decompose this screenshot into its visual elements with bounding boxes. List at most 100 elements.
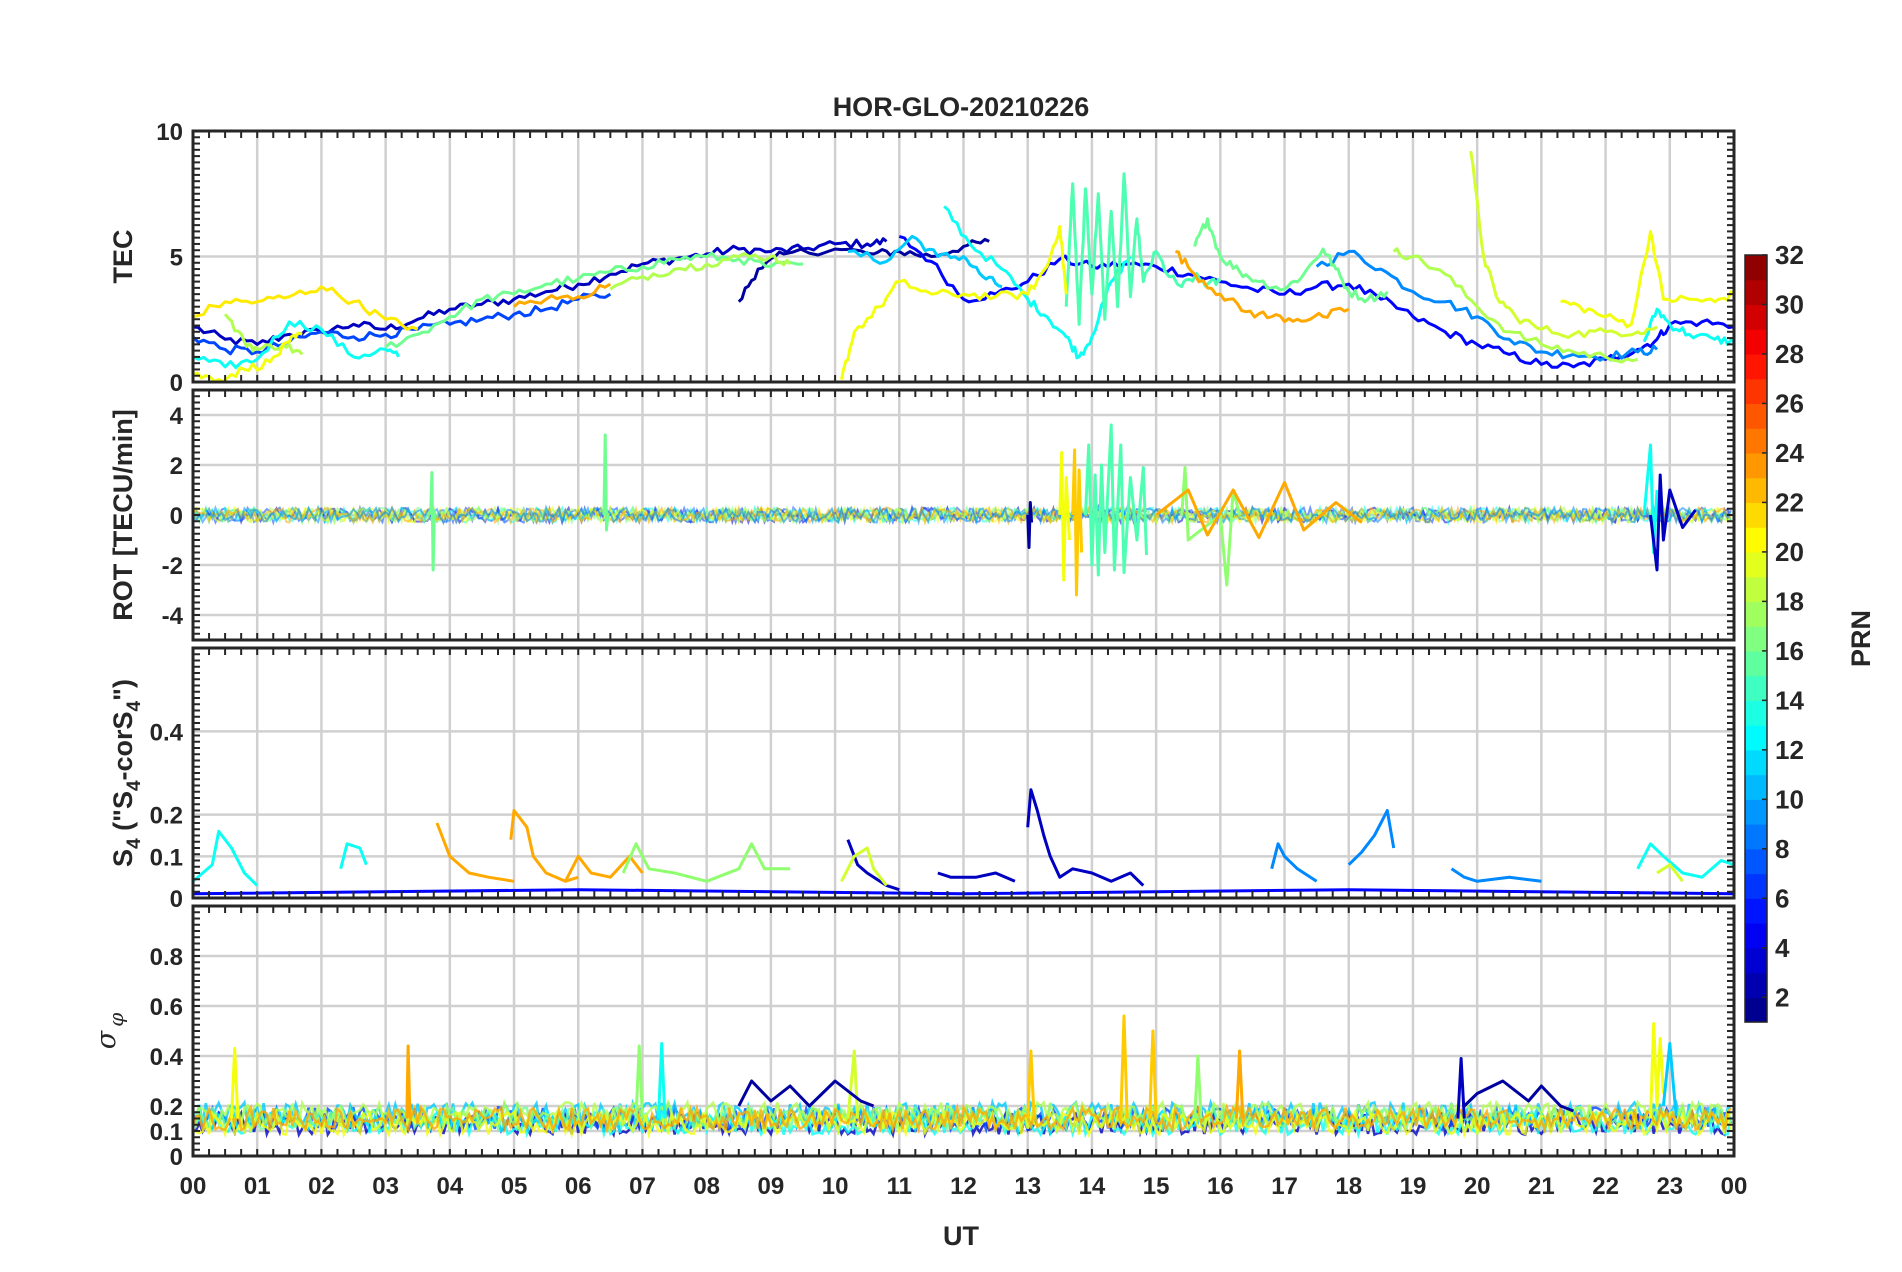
series-prn-18 bbox=[609, 251, 792, 291]
x-tick-label: 13 bbox=[1014, 1173, 1041, 1200]
series-prn-23 bbox=[564, 854, 644, 882]
y-tick-label: 0 bbox=[170, 886, 183, 913]
y-axis-label-rot: ROT [TECU/min] bbox=[108, 409, 138, 620]
colorbar-tick-label: 10 bbox=[1775, 784, 1804, 814]
y-tick-label: 0.2 bbox=[150, 803, 183, 830]
y-tick-label: -4 bbox=[162, 603, 184, 630]
x-axis-label: UT bbox=[943, 1221, 979, 1251]
x-axis: 00 01 02 03 04 05 06 07 08 09 10 11 12 13 14 15 16 17 18 19… bbox=[180, 1173, 1748, 1200]
colorbar-cell bbox=[1745, 824, 1767, 850]
colorbar-cell bbox=[1745, 749, 1767, 776]
y-tick-label: 0 bbox=[170, 370, 183, 397]
y-tick-label: 0.4 bbox=[150, 719, 184, 746]
series-prn-18 bbox=[1392, 247, 1639, 364]
series-prn-19 bbox=[1469, 150, 1658, 339]
series-prn-20 bbox=[840, 224, 1068, 380]
colorbar-cell bbox=[1745, 527, 1767, 553]
series-prn-13 bbox=[1636, 842, 1734, 879]
y-tick-label: 4 bbox=[170, 403, 184, 430]
colorbar-cell bbox=[1745, 304, 1767, 330]
series-prn-11 bbox=[1661, 1042, 1678, 1117]
colorbar-cell bbox=[1745, 403, 1767, 429]
series-prn-13 bbox=[943, 205, 1132, 360]
x-tick-label: 12 bbox=[950, 1173, 977, 1200]
series-prn-22 bbox=[1119, 1014, 1129, 1119]
x-tick-label: 07 bbox=[629, 1173, 656, 1200]
y-tick-label: 0.6 bbox=[150, 994, 183, 1021]
colorbar-cell bbox=[1745, 972, 1767, 998]
series-prn-23 bbox=[435, 822, 515, 883]
x-tick-label: 02 bbox=[308, 1173, 335, 1200]
y-tick-label: 0.1 bbox=[150, 1119, 183, 1146]
colorbar-tick-label: 16 bbox=[1775, 636, 1804, 666]
series-group bbox=[193, 1014, 1733, 1140]
colorbar-cell bbox=[1745, 873, 1767, 899]
series-prn-9 bbox=[1270, 842, 1318, 883]
x-tick-label: 18 bbox=[1335, 1173, 1362, 1200]
x-tick-label: 23 bbox=[1656, 1173, 1683, 1200]
panel-sigma_phi: 00.10.2 0.4 0.6 0.8 σφ bbox=[91, 904, 1736, 1171]
x-tick-label: 21 bbox=[1528, 1173, 1555, 1200]
x-tick-label: 11 bbox=[887, 1173, 912, 1200]
x-tick-label: 20 bbox=[1464, 1173, 1491, 1200]
panel-s4: 0 0.1 0.2 0.4S4 ("S4-corS4") bbox=[108, 646, 1736, 913]
series-prn-13 bbox=[1642, 443, 1659, 554]
series-group bbox=[193, 150, 1734, 382]
colorbar-tick-label: 22 bbox=[1775, 487, 1804, 517]
colorbar-cell bbox=[1745, 329, 1767, 355]
colorbar-tick-label: 24 bbox=[1775, 438, 1804, 468]
x-tick-label: 16 bbox=[1207, 1173, 1234, 1200]
series-prn-22 bbox=[1071, 448, 1084, 597]
colorbar-cell bbox=[1745, 477, 1767, 504]
colorbar-cell bbox=[1745, 650, 1767, 677]
sigma-noise-line bbox=[193, 1107, 1733, 1140]
series-prn-15 bbox=[1084, 423, 1148, 577]
colorbar-cell bbox=[1745, 898, 1767, 924]
y-tick-label: 10 bbox=[156, 119, 183, 146]
y-tick-label: 0.4 bbox=[150, 1044, 184, 1071]
series-prn-23 bbox=[509, 809, 579, 883]
x-tick-label: 08 bbox=[693, 1173, 720, 1200]
y-tick-label: 2 bbox=[170, 453, 183, 480]
colorbar-tick-label: 14 bbox=[1775, 685, 1804, 715]
x-tick-label: 19 bbox=[1400, 1173, 1427, 1200]
series-prn-9 bbox=[1450, 867, 1542, 883]
x-tick-label: 14 bbox=[1079, 1173, 1106, 1200]
series-prn-23 bbox=[513, 282, 612, 308]
x-tick-label: 00 bbox=[1721, 1173, 1748, 1200]
series-prn-13 bbox=[339, 842, 368, 870]
series-prn-2 bbox=[737, 237, 990, 303]
y-tick-label: 0.8 bbox=[150, 944, 183, 971]
colorbar-tick-label: 12 bbox=[1775, 735, 1804, 765]
series-prn-20 bbox=[1058, 451, 1071, 582]
series-prn-13 bbox=[657, 1042, 667, 1119]
series-prn-17 bbox=[634, 1044, 644, 1119]
series-prn-16 bbox=[1193, 217, 1389, 304]
colorbar-cell bbox=[1745, 700, 1767, 726]
series-prn-13 bbox=[1642, 307, 1734, 346]
series-prn-3 bbox=[1456, 1057, 1466, 1119]
series-prn-3 bbox=[1649, 473, 1697, 572]
series-prn-9 bbox=[1347, 809, 1396, 866]
x-tick-label: 09 bbox=[758, 1173, 785, 1200]
x-tick-label: 17 bbox=[1271, 1173, 1298, 1200]
colorbar-cell bbox=[1745, 502, 1767, 528]
colorbar-cell bbox=[1745, 997, 1767, 1023]
series-prn-3 bbox=[1026, 788, 1145, 887]
series-group bbox=[193, 423, 1732, 597]
colorbar-cell bbox=[1745, 799, 1767, 825]
y-axis-label-s4: S4 ("S4-corS4") bbox=[108, 679, 145, 867]
series-prn-3 bbox=[937, 871, 1016, 883]
y-axis-label-tec: TEC bbox=[108, 230, 138, 284]
colorbar-tick-label: 8 bbox=[1775, 834, 1789, 864]
y-tick-label: 0.1 bbox=[150, 844, 183, 871]
colorbar-tick-label: 2 bbox=[1775, 982, 1789, 1012]
colorbar-tick-label: 26 bbox=[1775, 388, 1804, 418]
series-prn-21 bbox=[193, 285, 419, 331]
series-prn-16 bbox=[384, 251, 804, 349]
colorbar-tick-label: 30 bbox=[1775, 289, 1804, 319]
series-prn-16 bbox=[602, 433, 610, 532]
colorbar-cell bbox=[1745, 725, 1767, 751]
series-prn-20 bbox=[1560, 229, 1734, 329]
